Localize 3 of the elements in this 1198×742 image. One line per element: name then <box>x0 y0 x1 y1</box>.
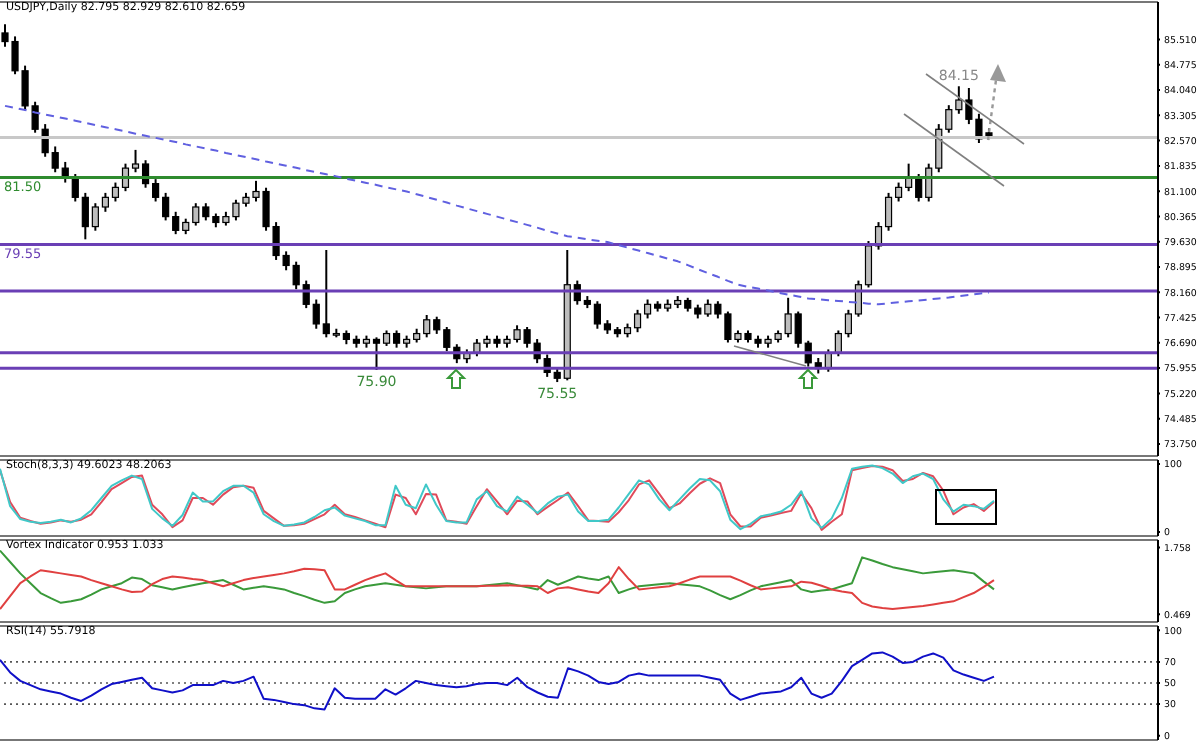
line-series <box>0 651 995 711</box>
line-series <box>0 549 995 604</box>
line-series <box>0 566 995 611</box>
